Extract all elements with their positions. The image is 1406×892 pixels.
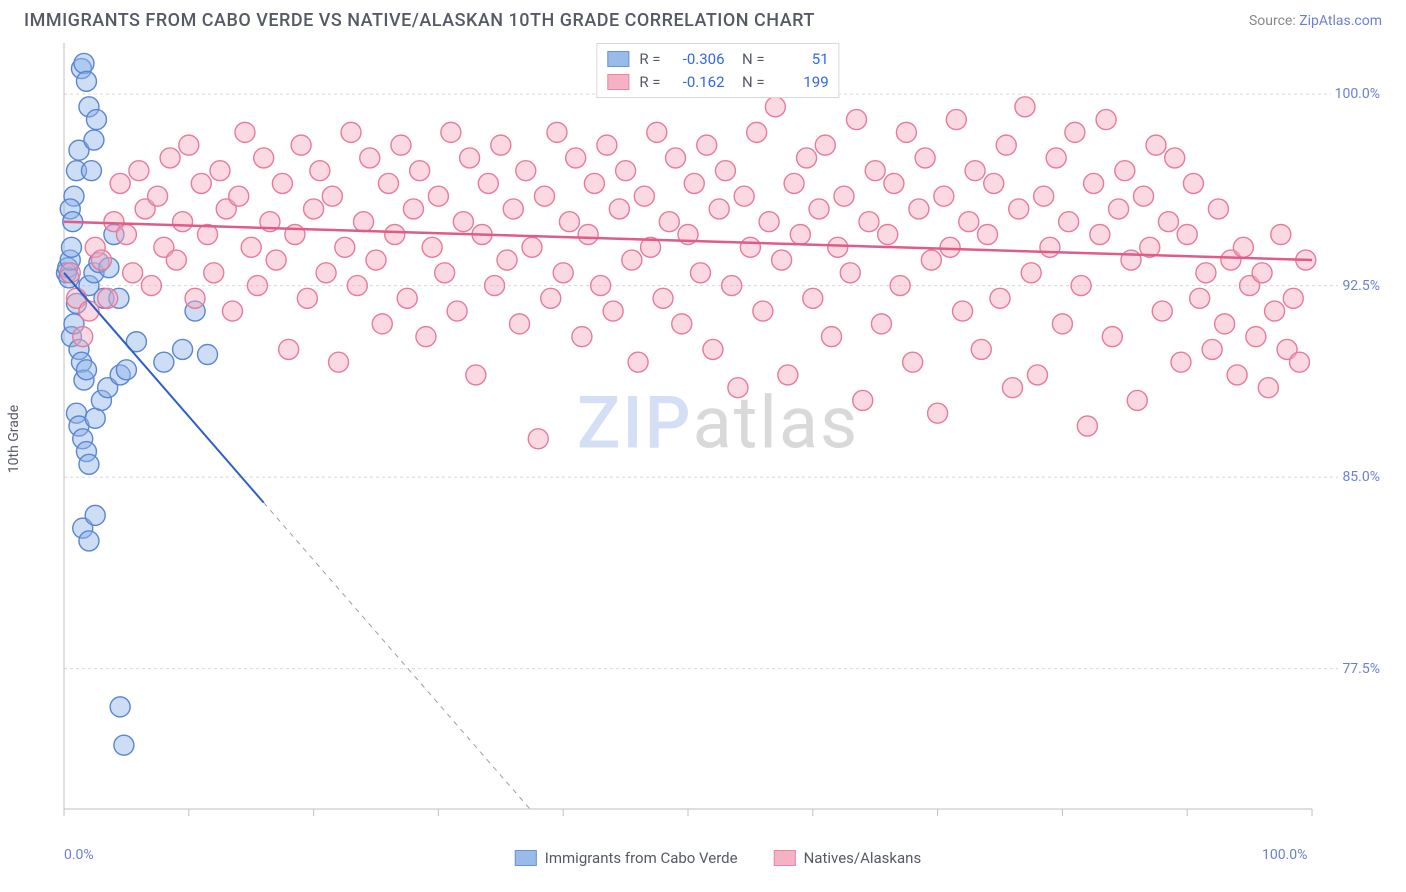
r-label: R =: [639, 48, 660, 71]
chart-area: 10th Grade R = -0.306 N = 51 R = -0.162 …: [54, 39, 1382, 839]
y-tick-label: 92.5%: [1338, 278, 1384, 294]
x-tick-label: 100.0%: [1262, 847, 1307, 863]
r-label: R =: [639, 71, 660, 94]
source-link[interactable]: ZipAtlas.com: [1299, 13, 1382, 29]
y-tick-label: 85.0%: [1338, 469, 1384, 485]
r-value-blue: -0.306: [671, 48, 725, 71]
x-tick-label: 0.0%: [64, 847, 94, 863]
y-tick-label: 100.0%: [1331, 86, 1384, 102]
series-legend: Immigrants from Cabo Verde Natives/Alask…: [515, 849, 921, 867]
stats-legend: R = -0.306 N = 51 R = -0.162 N = 199: [596, 43, 839, 98]
n-value-blue: 51: [775, 48, 829, 71]
legend-item-blue: Immigrants from Cabo Verde: [515, 849, 738, 867]
n-label: N =: [735, 48, 765, 71]
legend-label-pink: Natives/Alaskans: [804, 849, 922, 867]
legend-item-pink: Natives/Alaskans: [774, 849, 922, 867]
stats-row-blue: R = -0.306 N = 51: [607, 48, 828, 71]
swatch-pink: [607, 74, 629, 90]
n-label: N =: [735, 71, 765, 94]
y-tick-label: 77.5%: [1338, 661, 1384, 677]
chart-title: IMMIGRANTS FROM CABO VERDE VS NATIVE/ALA…: [24, 10, 815, 31]
swatch-pink: [774, 850, 796, 866]
scatter-plot: [54, 39, 1382, 839]
legend-label-blue: Immigrants from Cabo Verde: [545, 849, 738, 867]
swatch-blue: [607, 51, 629, 67]
stats-row-pink: R = -0.162 N = 199: [607, 71, 828, 94]
y-axis-label: 10th Grade: [6, 405, 22, 473]
r-value-pink: -0.162: [671, 71, 725, 94]
swatch-blue: [515, 850, 537, 866]
source-label: Source:: [1249, 13, 1299, 29]
n-value-pink: 199: [775, 71, 829, 94]
source-attribution: Source: ZipAtlas.com: [1249, 13, 1382, 29]
